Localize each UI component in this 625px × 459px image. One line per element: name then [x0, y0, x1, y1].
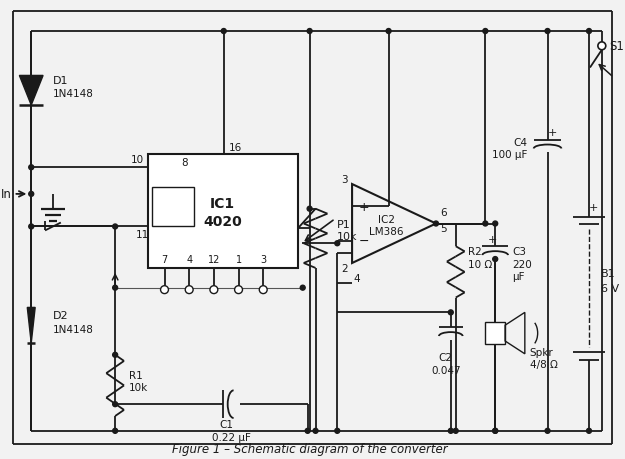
Text: P1: P1	[338, 219, 351, 229]
Circle shape	[448, 310, 453, 315]
Text: D1: D1	[53, 76, 69, 86]
Circle shape	[29, 192, 34, 197]
Circle shape	[112, 285, 118, 291]
Circle shape	[386, 29, 391, 34]
Text: +: +	[589, 202, 599, 212]
Text: −: −	[359, 235, 369, 248]
Text: 4020: 4020	[203, 214, 242, 229]
Text: B1: B1	[601, 268, 616, 278]
Text: C1: C1	[220, 419, 234, 429]
FancyBboxPatch shape	[152, 188, 194, 227]
Text: C3: C3	[512, 246, 526, 257]
Text: 2: 2	[341, 263, 348, 274]
Circle shape	[335, 428, 340, 433]
Circle shape	[221, 29, 226, 34]
Circle shape	[492, 222, 498, 226]
Circle shape	[234, 286, 242, 294]
Text: 5: 5	[441, 224, 448, 234]
Circle shape	[586, 29, 591, 34]
Text: D2: D2	[53, 311, 69, 321]
Text: 4/8 Ω: 4/8 Ω	[530, 359, 558, 369]
Circle shape	[29, 165, 34, 170]
Circle shape	[492, 428, 498, 433]
Text: In: In	[1, 188, 11, 201]
Circle shape	[161, 286, 169, 294]
Text: 3: 3	[341, 175, 348, 185]
Text: 1N4148: 1N4148	[53, 325, 94, 335]
Circle shape	[483, 222, 488, 226]
Text: 4: 4	[186, 254, 192, 264]
Text: +: +	[359, 200, 369, 213]
Text: 3: 3	[260, 254, 266, 264]
Text: Figure 1 – Schematic diagram of the converter: Figure 1 – Schematic diagram of the conv…	[172, 442, 447, 455]
Text: Spkr: Spkr	[530, 347, 554, 357]
Circle shape	[492, 257, 498, 262]
Circle shape	[335, 241, 340, 246]
Text: IC1: IC1	[210, 197, 235, 211]
Circle shape	[300, 285, 305, 291]
Text: 10 Ω: 10 Ω	[468, 259, 492, 269]
Text: 1: 1	[236, 254, 242, 264]
FancyBboxPatch shape	[486, 323, 505, 344]
Text: R2: R2	[468, 246, 481, 257]
Circle shape	[434, 222, 439, 226]
Circle shape	[448, 428, 453, 433]
Circle shape	[112, 402, 118, 407]
Text: 6 V: 6 V	[601, 283, 619, 293]
Polygon shape	[19, 76, 43, 106]
Text: 10: 10	[131, 155, 144, 165]
Circle shape	[586, 428, 591, 433]
Text: 4: 4	[354, 273, 361, 283]
Text: 0.047: 0.047	[431, 365, 461, 375]
Circle shape	[483, 29, 488, 34]
Text: μF: μF	[512, 271, 524, 281]
Text: IC2: IC2	[378, 214, 395, 224]
Text: LM386: LM386	[369, 227, 404, 237]
Text: 7: 7	[161, 254, 168, 264]
Text: 0.22 μF: 0.22 μF	[213, 432, 251, 442]
Circle shape	[185, 286, 193, 294]
Text: 10k: 10k	[338, 232, 357, 242]
Circle shape	[305, 428, 310, 433]
Circle shape	[307, 29, 312, 34]
Text: C2: C2	[439, 352, 453, 362]
Circle shape	[259, 286, 267, 294]
Text: 6: 6	[441, 207, 448, 217]
Text: 8: 8	[181, 158, 188, 168]
Circle shape	[453, 428, 458, 433]
Circle shape	[112, 428, 118, 433]
Text: 12: 12	[208, 254, 220, 264]
Circle shape	[545, 428, 550, 433]
Text: 10k: 10k	[129, 382, 148, 392]
FancyBboxPatch shape	[148, 155, 298, 269]
Circle shape	[112, 353, 118, 358]
Circle shape	[598, 43, 606, 50]
Circle shape	[545, 29, 550, 34]
Polygon shape	[28, 308, 35, 343]
Text: 11: 11	[136, 230, 149, 240]
Text: +: +	[488, 235, 497, 245]
Circle shape	[307, 207, 312, 212]
Circle shape	[210, 286, 217, 294]
Text: 16: 16	[229, 142, 242, 152]
Text: C4: C4	[514, 137, 528, 147]
Circle shape	[29, 224, 34, 230]
Circle shape	[313, 428, 318, 433]
Text: 100 μF: 100 μF	[492, 150, 528, 160]
Text: 1N4148: 1N4148	[53, 89, 94, 99]
Text: R1: R1	[129, 370, 142, 380]
Text: S1: S1	[610, 40, 624, 53]
Text: +: +	[548, 128, 557, 137]
Text: 220: 220	[512, 259, 532, 269]
Circle shape	[112, 224, 118, 230]
Circle shape	[492, 428, 498, 433]
